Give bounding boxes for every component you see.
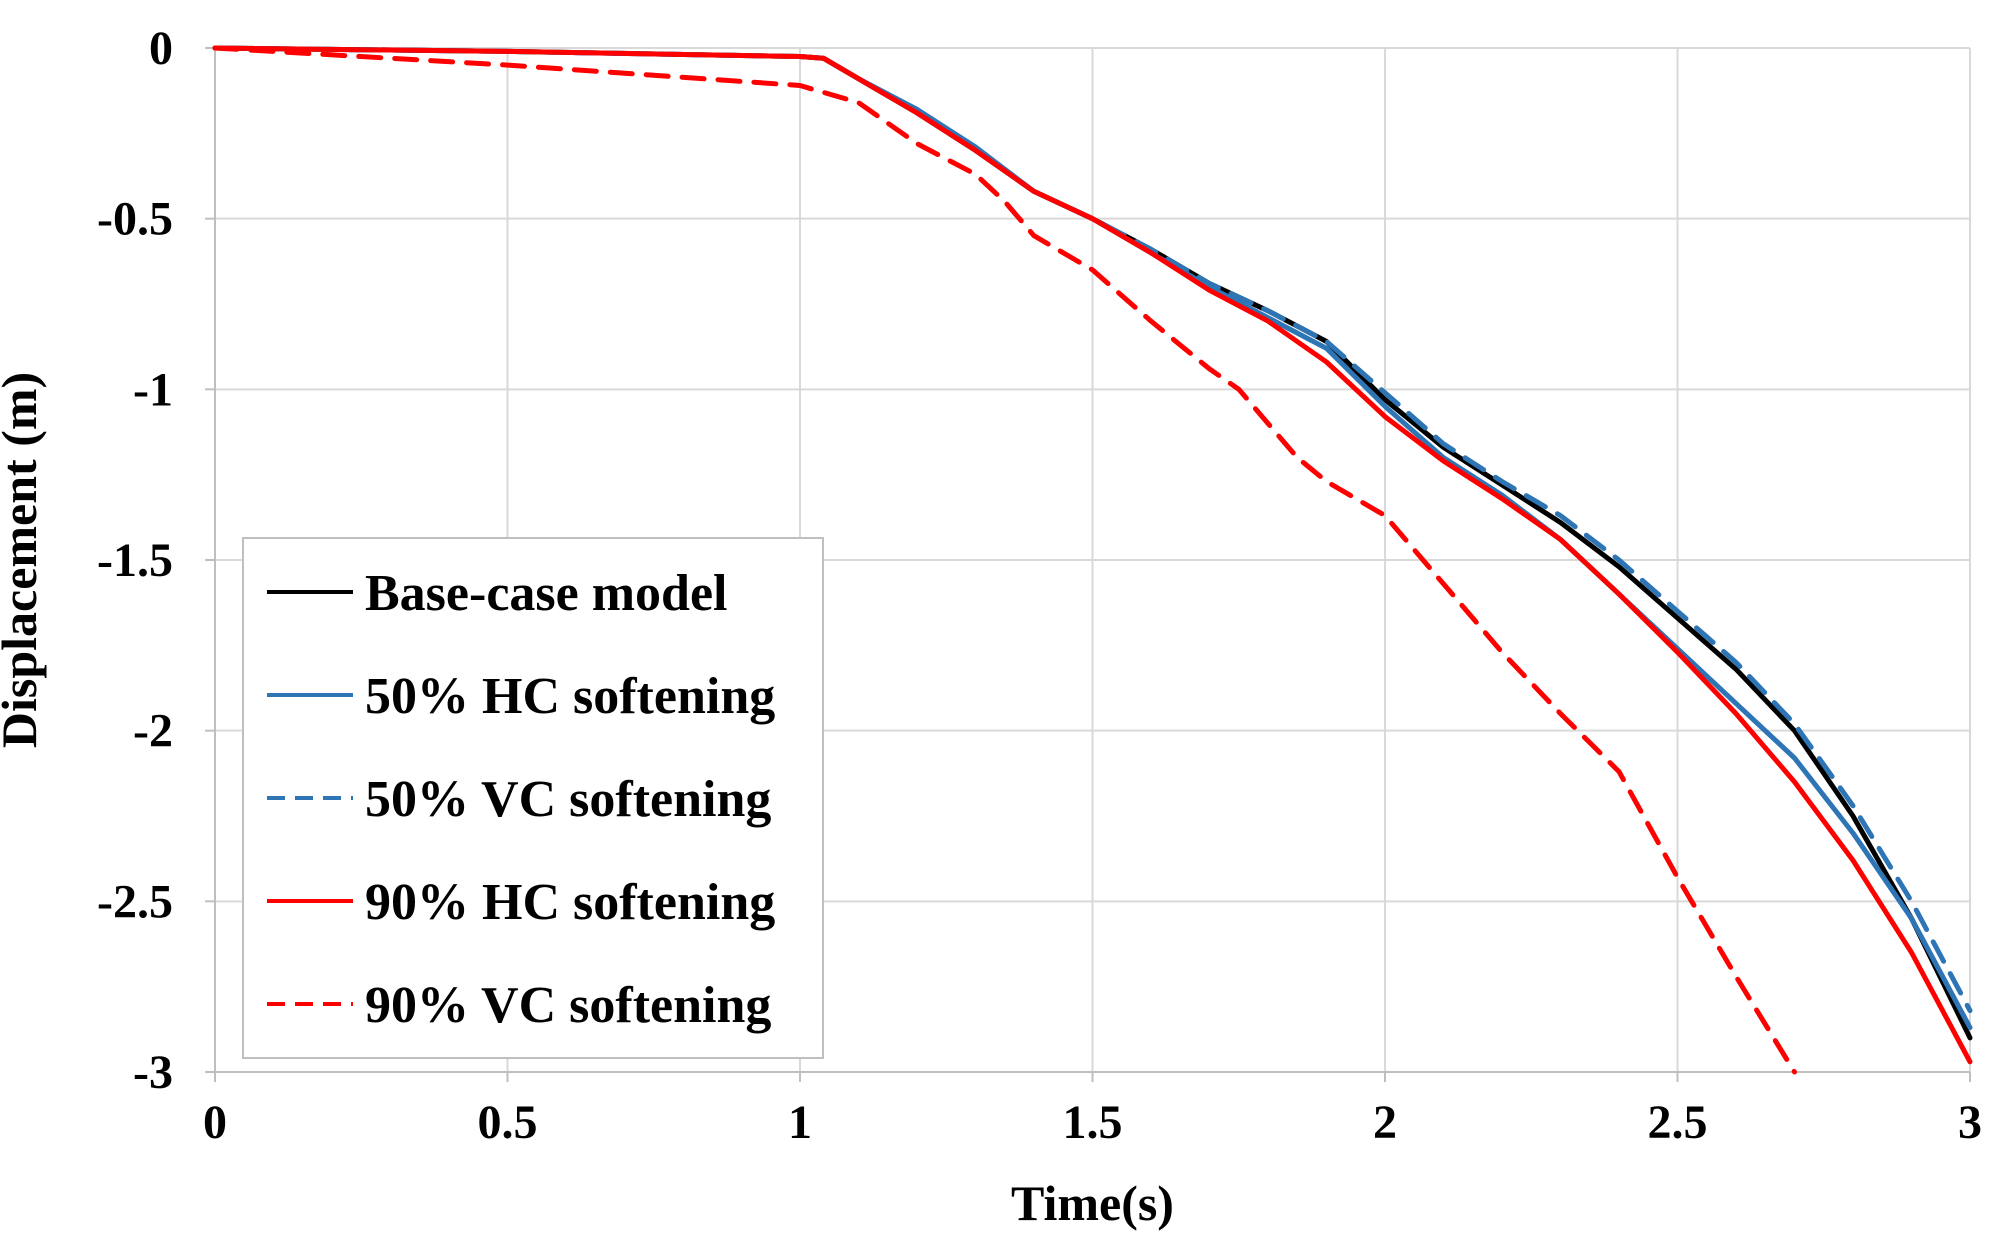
series-lines — [212, 45, 1973, 1075]
y-tick-label: 0 — [149, 22, 173, 75]
legend: Base-case model 50% HC softening 50% VC so… — [242, 537, 824, 1059]
x-tick-label: 2 — [1373, 1096, 1397, 1149]
x-axis-title: Time(s) — [1011, 1175, 1174, 1231]
legend-label-vc90: 90% VC softening — [365, 977, 771, 1034]
x-tick-label: 3 — [1958, 1096, 1982, 1149]
x-tick-label: 1 — [788, 1096, 812, 1149]
x-tick-label: 0 — [203, 1096, 227, 1149]
y-tick-label: -2.5 — [97, 875, 173, 928]
x-tick-label: 0.5 — [478, 1096, 538, 1149]
y-tick-label: -2 — [133, 705, 173, 758]
y-axis-title: Displacement (m) — [0, 372, 47, 748]
axes — [205, 47, 1971, 1082]
y-tick-label: -1.5 — [97, 534, 173, 587]
legend-label-hc50: 50% HC softening — [365, 668, 775, 725]
legend-label-vc50: 50% VC softening — [365, 771, 771, 828]
legend-label-hc90: 90% HC softening — [365, 874, 775, 931]
series-line-vc50 — [212, 45, 1973, 1014]
tick-labels: 0 0.5 1 1.5 2 2.5 3 0 -0.5 -1 -1.5 -2 -2.5 -3 — [97, 22, 1982, 1149]
y-tick-label: -0.5 — [97, 193, 173, 246]
series-line-hc90 — [212, 45, 1973, 1065]
series-line-vc90 — [212, 45, 1797, 1075]
y-tick-label: -3 — [133, 1046, 173, 1099]
legend-label-base-case: Base-case model — [365, 565, 727, 622]
x-tick-label: 1.5 — [1063, 1096, 1123, 1149]
y-tick-label: -1 — [133, 363, 173, 416]
x-tick-label: 2.5 — [1648, 1096, 1708, 1149]
